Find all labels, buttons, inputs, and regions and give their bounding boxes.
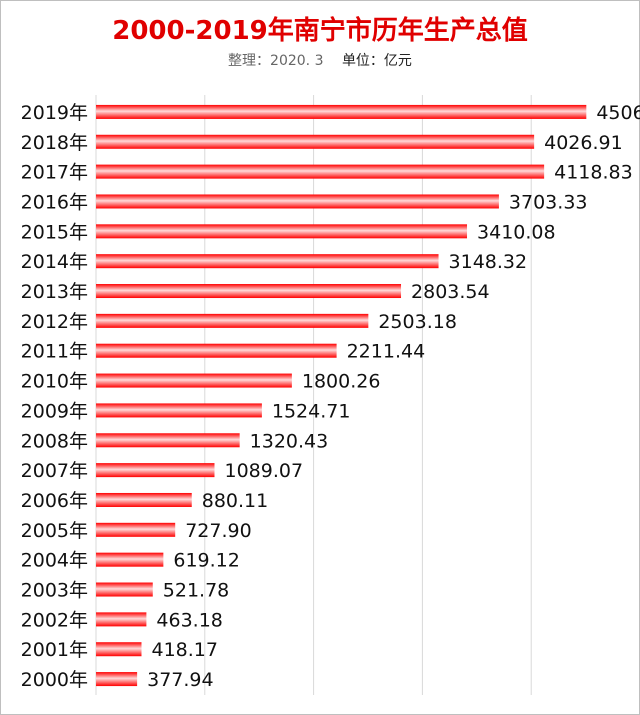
value-label: 1524.71 — [272, 400, 351, 422]
category-label: 2016年 — [21, 191, 88, 213]
chart-subtitle: 整理：2020. 3 单位：亿元 — [0, 50, 640, 70]
bar — [96, 642, 142, 657]
value-label: 1089.07 — [224, 460, 303, 482]
category-label: 2017年 — [21, 162, 88, 184]
category-label: 2005年 — [21, 520, 88, 542]
bar — [96, 343, 337, 358]
bar — [96, 522, 176, 537]
value-label: 521.78 — [163, 580, 229, 602]
category-label: 2004年 — [21, 550, 88, 572]
value-label: 727.90 — [185, 520, 251, 542]
chart-title: 2000-2019年南宁市历年生产总值 — [112, 16, 528, 46]
value-label: 2503.18 — [378, 311, 457, 333]
value-label: 4118.83 — [554, 162, 633, 184]
bar — [96, 672, 138, 687]
value-label: 4026.91 — [544, 132, 623, 154]
bar — [96, 104, 587, 119]
category-label: 2009年 — [21, 400, 88, 422]
bar — [96, 492, 192, 507]
bar — [96, 254, 439, 269]
value-label: 3148.32 — [449, 251, 528, 273]
value-label: 2803.54 — [411, 281, 490, 303]
category-label: 2014年 — [21, 251, 88, 273]
category-label: 2001年 — [21, 639, 88, 661]
category-label: 2019年 — [21, 102, 88, 124]
category-label: 2007年 — [21, 460, 88, 482]
subtitle-source: 整理：2020. 3 — [228, 53, 324, 69]
value-label: 4506.56 — [596, 102, 640, 124]
grid-lines — [95, 95, 532, 695]
bars — [96, 104, 587, 687]
bar — [96, 164, 545, 179]
value-label: 3410.08 — [477, 221, 556, 243]
category-label: 2012年 — [21, 311, 88, 333]
category-label: 2015年 — [21, 221, 88, 243]
value-label: 418.17 — [151, 639, 217, 661]
bar — [96, 284, 402, 299]
category-label: 2010年 — [21, 371, 88, 393]
category-label: 2003年 — [21, 580, 88, 602]
category-label: 2002年 — [21, 609, 88, 631]
bar — [96, 403, 262, 418]
bar — [96, 134, 535, 149]
bar — [96, 194, 499, 209]
category-label: 2006年 — [21, 490, 88, 512]
bar — [96, 552, 164, 567]
bar — [96, 612, 147, 627]
value-label: 1800.26 — [302, 371, 381, 393]
bar — [96, 224, 468, 239]
category-label: 2011年 — [21, 341, 88, 363]
value-label: 619.12 — [173, 550, 239, 572]
bar — [96, 463, 215, 478]
value-label: 3703.33 — [509, 191, 588, 213]
subtitle-unit: 单位：亿元 — [341, 53, 412, 69]
bar — [96, 373, 292, 388]
category-label: 2008年 — [21, 430, 88, 452]
category-label: 2000年 — [21, 669, 88, 691]
value-label: 377.94 — [147, 669, 213, 691]
value-label: 1320.43 — [250, 430, 329, 452]
value-label: 463.18 — [156, 609, 222, 631]
category-label: 2018年 — [21, 132, 88, 154]
bar — [96, 582, 153, 597]
category-label: 2013年 — [21, 281, 88, 303]
value-label: 2211.44 — [347, 341, 426, 363]
value-label: 880.11 — [202, 490, 268, 512]
bar — [96, 313, 369, 328]
labels: 2019年 4506.56 2018年 4026.91 2017年 4118.83 2016… — [21, 102, 640, 691]
bar — [96, 433, 240, 448]
